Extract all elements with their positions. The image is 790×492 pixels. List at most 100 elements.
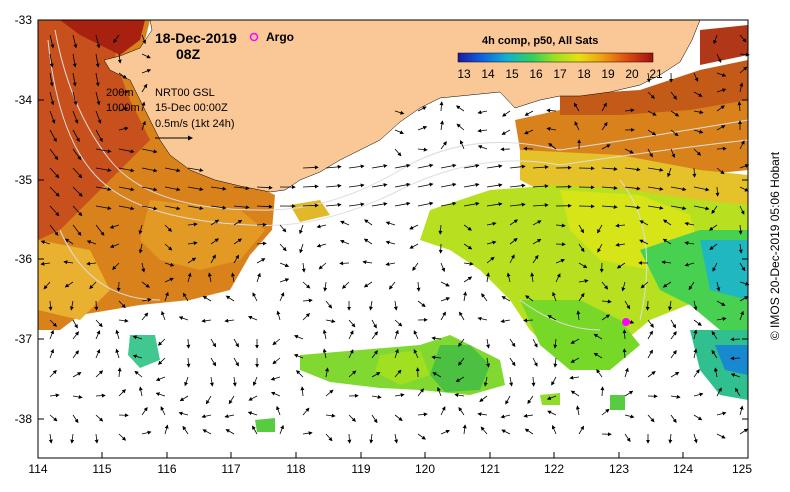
current-vector-arrow — [49, 72, 54, 87]
current-vector-arrow — [523, 413, 534, 418]
current-vector-arrow — [339, 239, 350, 245]
current-vector-arrow — [437, 386, 442, 397]
current-vector-arrow — [325, 300, 333, 309]
current-vector-arrow — [293, 354, 304, 359]
current-vector-arrow — [394, 148, 402, 157]
current-vector-arrow — [371, 202, 388, 207]
current-vector-arrow — [716, 281, 721, 292]
current-vector-arrow — [479, 395, 488, 402]
current-vector-arrow — [247, 315, 258, 321]
current-vector-arrow — [141, 69, 152, 74]
current-vector-arrow — [49, 148, 59, 161]
current-vector-arrow — [578, 224, 585, 234]
current-vector-arrow — [302, 407, 310, 416]
current-vector-arrow — [693, 129, 704, 134]
current-vector-arrow — [301, 262, 306, 273]
current-vector-arrow — [509, 357, 516, 367]
current-vector-arrow — [325, 433, 333, 442]
current-vector-arrow — [551, 424, 557, 435]
current-vector-arrow — [417, 300, 426, 308]
current-vector-arrow — [670, 331, 677, 340]
current-vector-arrow — [578, 425, 585, 435]
current-vector-arrow — [693, 91, 703, 97]
current-vector-arrow — [481, 293, 488, 302]
current-vector-arrow — [409, 243, 419, 249]
current-vector-arrow — [486, 202, 503, 207]
current-vector-arrow — [501, 429, 511, 435]
current-vector-arrow — [72, 91, 78, 106]
current-vector-arrow — [734, 387, 741, 397]
current-vector-arrow — [640, 281, 649, 289]
current-vector-arrow — [615, 242, 626, 247]
current-vector-arrow — [477, 145, 488, 150]
current-vector-arrow — [458, 338, 465, 347]
current-vector-arrow — [231, 272, 235, 283]
current-vector-arrow — [318, 262, 327, 270]
current-vector-arrow — [670, 394, 681, 399]
current-vector-arrow — [325, 319, 336, 324]
current-vector-arrow — [118, 300, 126, 309]
current-vector-arrow — [662, 238, 672, 245]
current-vector-arrow — [323, 281, 328, 292]
x-tick-label: 122 — [543, 462, 565, 476]
current-vector-arrow — [138, 243, 143, 254]
current-vector-arrow — [272, 357, 281, 365]
current-vector-arrow — [601, 102, 607, 112]
current-vector-arrow — [647, 205, 664, 210]
current-vector-arrow — [597, 224, 603, 234]
current-vector-arrow — [523, 318, 534, 323]
current-vector-arrow — [509, 338, 516, 348]
current-vector-arrow — [670, 129, 679, 137]
current-vector-arrow — [417, 126, 428, 131]
current-vector-arrow — [49, 224, 59, 236]
current-vector-arrow — [272, 338, 281, 346]
x-tick-label: 114 — [28, 462, 48, 476]
current-vector-arrow — [417, 201, 434, 207]
current-vector-arrow — [555, 258, 566, 264]
current-vector-arrow — [394, 414, 403, 421]
current-vector-arrow — [325, 183, 342, 188]
current-vector-arrow — [95, 319, 103, 328]
current-vector-arrow — [505, 395, 511, 405]
current-vector-arrow — [553, 338, 558, 349]
current-vector-arrow — [49, 329, 54, 340]
current-vector-arrow — [440, 141, 447, 150]
current-vector-arrow — [270, 376, 281, 381]
colorbar-tick: 17 — [553, 67, 567, 81]
current-vector-arrow — [500, 319, 511, 324]
current-vector-arrow — [486, 338, 491, 349]
current-vector-arrow — [132, 354, 143, 359]
current-vector-arrow — [118, 389, 126, 397]
current-vector-arrow — [299, 243, 304, 254]
current-vector-arrow — [440, 406, 446, 416]
current-vector-arrow — [463, 163, 480, 169]
current-vector-arrow — [394, 110, 405, 115]
colorbar-title: 4h comp, p50, All Sats — [482, 35, 599, 47]
current-vector-arrow — [739, 428, 749, 435]
current-vector-arrow — [233, 254, 240, 264]
current-vector-arrow — [693, 72, 699, 82]
depth-200-label: 200m — [106, 87, 134, 99]
current-vector-arrow — [463, 261, 474, 266]
current-vector-arrow — [431, 336, 442, 341]
current-vector-arrow — [417, 182, 434, 188]
current-vector-arrow — [601, 204, 618, 209]
current-vector-arrow — [224, 414, 235, 419]
current-vector-arrow — [417, 433, 426, 440]
current-vector-arrow — [712, 262, 718, 272]
x-tick-label: 120 — [414, 462, 436, 476]
current-vector-arrow — [296, 370, 304, 378]
current-vector-arrow — [95, 393, 106, 398]
current-vector-arrow — [647, 167, 664, 172]
current-vector-arrow — [95, 205, 112, 211]
current-vector-arrow — [523, 146, 534, 151]
axis-ticks — [37, 19, 749, 458]
current-vector-arrow — [524, 110, 534, 116]
current-vector-arrow — [440, 163, 457, 169]
current-vector-arrow — [247, 411, 258, 416]
current-vector-arrow — [138, 224, 143, 235]
current-vector-arrow — [569, 375, 580, 380]
current-vector-arrow — [646, 72, 651, 83]
current-vector-arrow — [532, 357, 538, 367]
current-vector-arrow — [348, 183, 365, 188]
